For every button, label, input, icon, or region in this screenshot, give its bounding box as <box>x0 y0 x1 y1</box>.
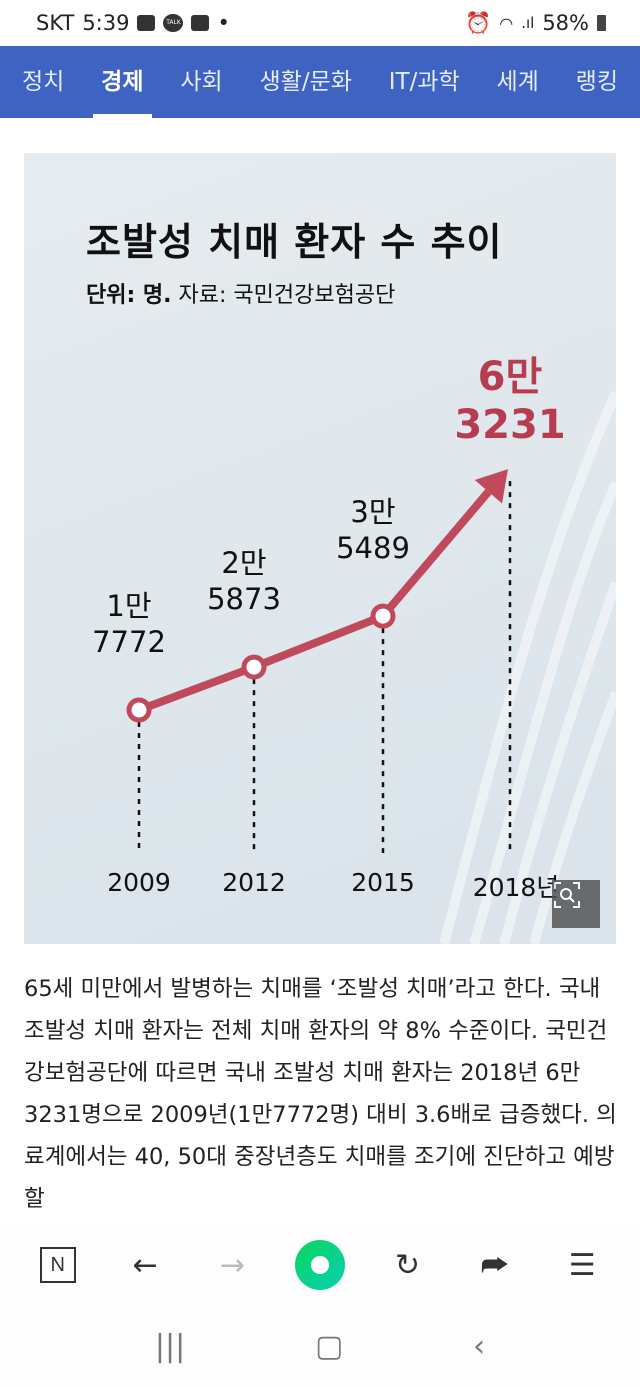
share-button[interactable]: ⮫ <box>480 1247 509 1283</box>
zoom-search-icon <box>554 882 580 908</box>
naver-home-button[interactable]: N <box>32 1239 84 1291</box>
tab-4[interactable]: IT/과학 <box>388 69 460 95</box>
series-line <box>137 489 492 714</box>
chart-source: 자료: 국민건강보험공단 <box>178 283 396 308</box>
system-nav-bar: ||| ▢ ‹ <box>0 1306 640 1387</box>
data-label-line: 6만 <box>477 354 543 400</box>
browser-toolbar: N ← → ↻ ⮫ ☰ <box>0 1224 640 1306</box>
wifi-icon: ◠ <box>499 13 514 33</box>
data-label-line: 1만 <box>106 589 152 623</box>
decorative-waves <box>439 390 616 944</box>
infographic-chart: 조발성 치매 환자 수 추이 단위: 명. 자료: 국민건강보험공단 1만 777… <box>24 153 616 944</box>
data-point-2 <box>370 603 396 629</box>
x-tick-label: 2012 <box>222 868 286 897</box>
data-label-2: 3만 5489 <box>313 494 433 566</box>
tab-1[interactable]: 경제 <box>93 46 152 118</box>
article-body: 65세 미만에서 발병하는 치매를 ‘조발성 치매’라고 한다. 국내 조발성 … <box>24 976 617 1212</box>
data-label-1: 2만 5873 <box>184 545 304 617</box>
forward-button[interactable]: → <box>219 1247 246 1283</box>
data-label-line: 3만 <box>350 495 396 530</box>
chart-subtitle: 단위: 명. 자료: 국민건강보험공단 <box>86 277 395 309</box>
chart-title: 조발성 치매 환자 수 추이 <box>86 220 503 264</box>
category-nav: 정치 경제 사회 생활/문화 IT/과학 세계 랭킹 <box>0 46 640 118</box>
alarm-icon: ⏰ <box>465 10 492 35</box>
data-point-1 <box>241 654 267 680</box>
signal-icon: .ıl <box>521 14 535 32</box>
system-back-button[interactable]: ‹ <box>473 1329 486 1364</box>
back-button[interactable]: ← <box>132 1247 158 1283</box>
green-dot-icon <box>310 1256 329 1274</box>
data-label-line: 5489 <box>336 531 410 566</box>
data-label-3: 6만 3231 <box>440 353 580 449</box>
more-dot-icon: • <box>217 11 230 35</box>
data-label-line: 3231 <box>454 402 566 448</box>
gallery-icon <box>137 15 156 31</box>
recents-button[interactable]: ||| <box>154 1329 186 1364</box>
green-dot-button[interactable] <box>294 1239 346 1291</box>
carrier: SKT <box>36 11 75 35</box>
data-label-line: 5873 <box>207 582 281 617</box>
clock: 5:39 <box>82 11 130 35</box>
youtube-icon <box>191 15 210 31</box>
chart-unit: 단위: 명. <box>86 283 172 308</box>
menu-button[interactable]: ☰ <box>568 1247 596 1283</box>
tab-2[interactable]: 사회 <box>180 69 223 95</box>
kakaotalk-icon: TALK <box>163 14 184 32</box>
tab-3[interactable]: 생활/문화 <box>259 69 352 95</box>
reload-button[interactable]: ↻ <box>394 1247 420 1283</box>
data-label-0: 1만 7772 <box>69 588 189 660</box>
x-tick-label: 2009 <box>107 868 171 897</box>
image-zoom-button[interactable] <box>552 880 600 928</box>
data-label-line: 2만 <box>221 546 267 581</box>
x-tick-label: 2015 <box>351 868 415 897</box>
data-point-0 <box>126 697 152 723</box>
tab-0[interactable]: 정치 <box>22 69 65 95</box>
home-button[interactable]: ▢ <box>314 1329 344 1364</box>
arrow-head <box>474 469 508 504</box>
status-bar: SKT 5:39 TALK • ⏰ ◠ .ıl 58% <box>0 0 640 46</box>
x-tick-label: 2018년 <box>472 873 560 902</box>
battery-icon <box>597 15 606 31</box>
tab-6[interactable]: 랭킹 <box>575 69 618 95</box>
chart-canvas <box>126 390 616 944</box>
battery-level: 58% <box>542 11 589 35</box>
tab-5[interactable]: 세계 <box>496 69 539 95</box>
data-label-line: 7772 <box>92 625 166 659</box>
